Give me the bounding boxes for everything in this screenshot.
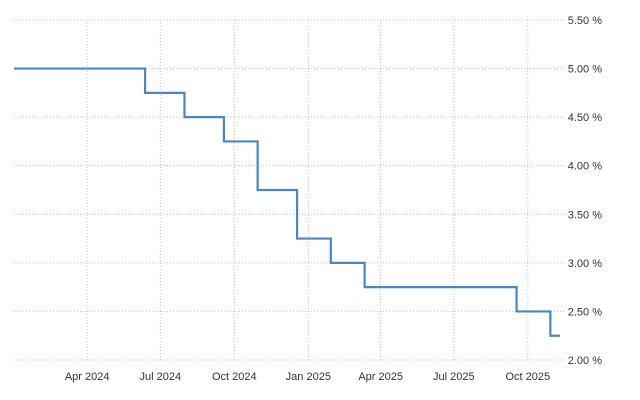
x-axis-labels: Apr 2024 Jul 2024 Oct 2024 Jan 2025 Apr 2025… [65,371,550,383]
y-tick-label: 4.00 % [568,161,602,173]
y-tick-label: 5.50 % [568,15,602,27]
y-tick-label: 2.50 % [568,306,602,318]
series-line [14,67,560,337]
y-tick-label: 3.00 % [568,258,602,270]
y-tick-label: 3.50 % [568,209,602,221]
x-tick-label: Apr 2024 [65,371,110,383]
x-tick-label: Jan 2025 [286,371,331,383]
y-tick-label: 4.50 % [568,112,602,124]
x-tick-label: Oct 2024 [212,371,257,383]
x-tick-label: Jul 2025 [433,371,475,383]
grid [14,19,566,361]
series-layer [14,67,560,337]
x-tick-label: Apr 2025 [358,371,403,383]
y-axis-labels: 2.00 % 2.50 % 3.00 % 3.50 % 4.00 % 4.50 % 5.00… [568,15,602,367]
x-tick-label: Jul 2024 [140,371,182,383]
x-tick-label: Oct 2025 [506,371,551,383]
y-tick-label: 2.00 % [568,355,602,367]
y-tick-label: 5.00 % [568,64,602,76]
